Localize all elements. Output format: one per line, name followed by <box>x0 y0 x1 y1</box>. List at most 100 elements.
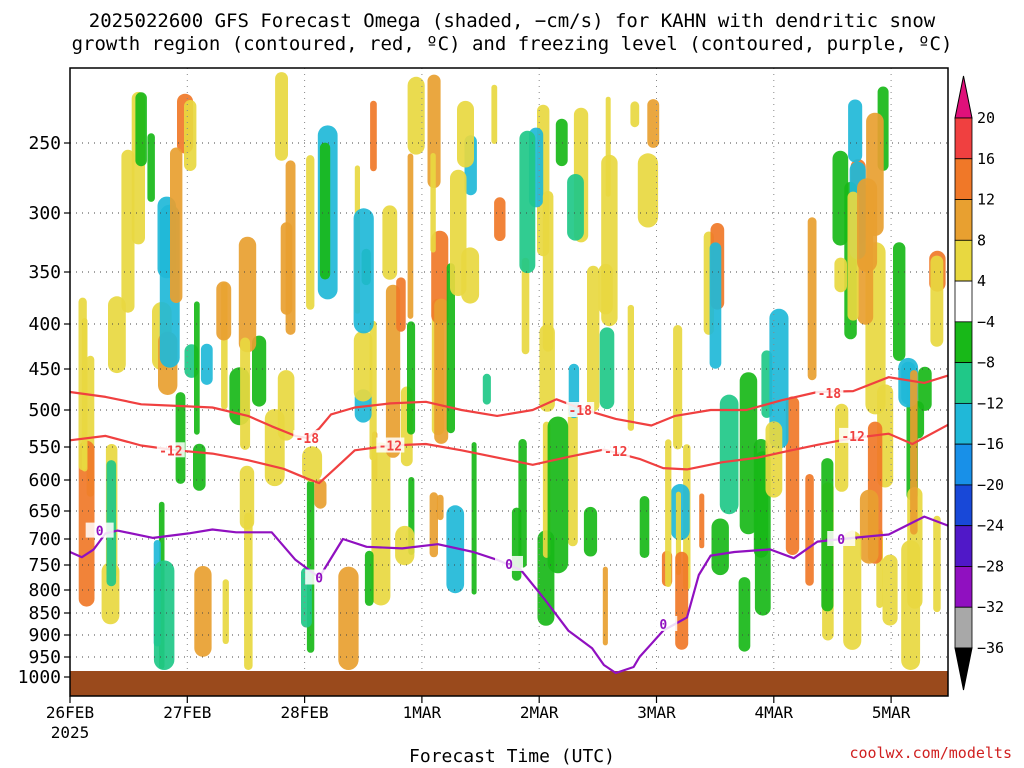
y-tick-label: 450 <box>28 359 61 380</box>
omega-cell <box>252 335 267 407</box>
contour-label-bg <box>601 442 630 458</box>
omega-cell <box>471 442 477 595</box>
omega-cell <box>521 257 530 355</box>
colorbar-segment <box>954 321 973 364</box>
omega-cell <box>519 130 536 274</box>
contour-label: -18 <box>568 404 592 419</box>
colorbar-segment <box>954 280 973 323</box>
omega-cell <box>832 150 849 246</box>
omega-cell <box>184 100 197 171</box>
omega-cell <box>639 496 650 558</box>
omega-cell <box>244 512 253 670</box>
omega-cell <box>893 242 906 361</box>
omega-cell <box>280 222 293 315</box>
colorbar-segment <box>954 484 973 527</box>
contour-label-bg <box>85 522 114 538</box>
y-tick-label: 700 <box>28 529 61 550</box>
contour-label-bg <box>566 402 595 417</box>
colorbar-segment <box>954 158 973 200</box>
colorbar-label: −4 <box>977 313 995 331</box>
y-tick-label: 250 <box>28 133 61 154</box>
omega-cell <box>859 489 879 564</box>
omega-cell <box>306 155 315 310</box>
omega-cell <box>805 474 814 586</box>
contour-label-bg <box>649 616 678 631</box>
omega-cell <box>314 479 327 509</box>
x-tick-label: 3MAR <box>637 703 676 722</box>
omega-cell <box>547 416 569 574</box>
colorbar-segment <box>954 402 973 445</box>
y-axis: 2503003504004505005506006507007508008509… <box>18 133 70 688</box>
omega-cell <box>436 494 444 521</box>
omega-cell <box>673 325 683 450</box>
omega-cell <box>627 304 634 431</box>
colorbar-label: −20 <box>977 476 1004 494</box>
omega-cell <box>494 197 506 241</box>
contour-dgz-m12 <box>69 423 949 485</box>
contour-label: -18 <box>818 387 842 402</box>
omega-cell <box>882 554 898 626</box>
contour-label-bg <box>495 555 523 571</box>
omega-cell <box>407 76 425 155</box>
y-tick-label: 500 <box>28 400 61 421</box>
omega-cell <box>719 394 739 515</box>
colorbar-segment <box>954 566 973 608</box>
omega-cell <box>240 337 251 450</box>
omega-cell <box>170 147 183 303</box>
omega-cell <box>200 343 213 385</box>
x-tick-label: 2MAR <box>520 703 559 722</box>
x-tick-label: 5MAR <box>872 703 911 722</box>
omega-cell <box>637 153 659 228</box>
omega-cell <box>843 530 862 650</box>
omega-cell <box>567 174 584 241</box>
contour-label: 0 <box>505 558 513 573</box>
y-tick-label: 1000 <box>18 667 61 688</box>
contour-dgz-m18 <box>69 374 949 440</box>
contour-lines: -18 -18 -18 -12 -12 -12 -12 0 0 0 0 0 <box>69 374 949 675</box>
colorbar-label: −36 <box>977 639 1004 657</box>
colorbar-label: −28 <box>977 557 1004 575</box>
omega-cell <box>785 396 800 555</box>
omega-cell <box>933 515 941 613</box>
omega-cell <box>491 84 498 144</box>
contour-freezing-level <box>69 515 949 675</box>
omega-cell <box>371 442 391 606</box>
x-tick-label: 26FEB <box>46 703 94 722</box>
omega-cell <box>353 208 374 334</box>
omega-cell <box>429 492 438 558</box>
y-tick-label: 400 <box>28 314 61 335</box>
omega-cell <box>446 263 455 434</box>
x-axis: 26FEB 27FEB 28FEB 1MAR 2MAR 3MAR 4MAR 5MAR 2025 <box>46 696 911 742</box>
omega-cell <box>457 100 474 168</box>
x-tick-sublabel: 2025 <box>51 723 90 742</box>
omega-cell <box>910 370 918 535</box>
colorbar-label: 20 <box>977 109 995 127</box>
colorbar-segment <box>954 199 973 241</box>
omega-cell <box>338 566 359 670</box>
omega-cell <box>395 525 415 566</box>
omega-cell <box>319 142 331 280</box>
colorbar-label: −12 <box>977 394 1004 412</box>
omega-cell <box>647 99 660 148</box>
colorbar-top-arrow <box>954 75 973 119</box>
omega-cell <box>709 242 722 369</box>
omega-cell <box>739 372 758 535</box>
y-tick-label: 800 <box>28 580 61 601</box>
colorbar-label: 16 <box>977 150 995 168</box>
omega-cell <box>382 205 398 280</box>
credit-text: coolwx.com/modelts <box>849 744 1012 762</box>
contour-label-bg <box>827 531 856 546</box>
contour-label-bg <box>839 427 868 443</box>
omega-shading <box>78 72 946 670</box>
omega-cell <box>930 255 944 347</box>
omega-cell <box>222 579 229 644</box>
omega-cell <box>605 96 611 197</box>
contour-label: 0 <box>96 525 104 540</box>
omega-cell <box>302 446 323 483</box>
omega-cell <box>598 263 613 315</box>
omega-cell <box>407 321 416 435</box>
y-tick-label: 300 <box>28 203 61 224</box>
omega-cell <box>738 577 751 652</box>
contour-label: 0 <box>315 572 323 587</box>
omega-cell <box>446 505 465 594</box>
